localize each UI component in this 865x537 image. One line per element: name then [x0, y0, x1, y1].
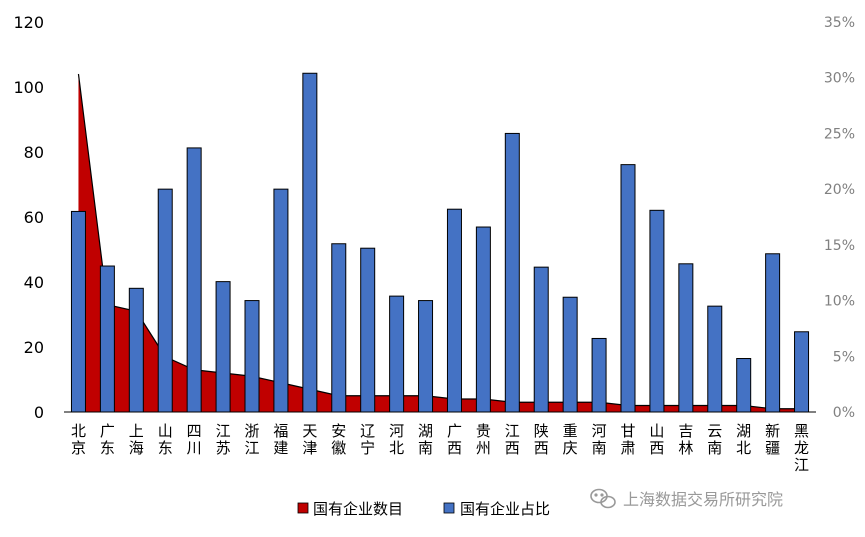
bar: [302, 72, 318, 413]
bar: [736, 358, 752, 413]
right-tick-label: 15%: [824, 238, 855, 254]
category-label: 广西: [447, 422, 462, 457]
category-label: 湖南: [418, 422, 433, 457]
category-label: 湖北: [736, 422, 751, 457]
category-label: 浙江: [244, 422, 259, 457]
category-label: 重庆: [563, 422, 578, 457]
right-tick-label: 35%: [824, 15, 855, 31]
category-label: 上海: [129, 422, 144, 457]
right-tick-label: 25%: [824, 126, 855, 142]
category-label: 云南: [707, 422, 722, 457]
category-label: 陕西: [534, 422, 549, 457]
bar: [533, 266, 549, 413]
legend-swatch-bar: [443, 502, 455, 514]
category-label: 江西: [505, 422, 520, 457]
right-tick-label: 10%: [824, 294, 855, 310]
category-label: 山西: [649, 422, 664, 457]
right-tick-label: 5%: [833, 349, 855, 365]
category-label: 贵州: [476, 422, 491, 457]
bar: [128, 287, 144, 413]
category-labels: 北京广东上海山东四川江苏浙江福建天津安徽辽宁河北湖南广西贵州江西陕西重庆河南甘肃…: [71, 422, 809, 474]
bar: [186, 147, 202, 413]
bar: [215, 281, 231, 413]
bar: [794, 331, 810, 413]
left-axis-ticks: 0 20 40 60 80 100 120: [13, 13, 44, 422]
bar: [360, 247, 376, 413]
watermark-text: 上海数据交易所研究院: [623, 490, 783, 509]
bar: [418, 300, 434, 413]
bar-series: [70, 72, 810, 413]
left-tick-label: 40: [24, 273, 44, 292]
legend-swatch-area: [297, 502, 309, 514]
left-tick-label: 100: [13, 78, 44, 97]
bar: [157, 188, 173, 413]
bar: [562, 296, 578, 413]
legend-item-area: 国有企业数目: [297, 500, 403, 518]
category-label: 河南: [592, 422, 607, 457]
category-label: 山东: [158, 422, 173, 457]
category-label: 广东: [100, 422, 115, 457]
left-tick-label: 0: [34, 403, 44, 422]
bar: [475, 226, 491, 413]
bar: [504, 132, 520, 413]
bar: [620, 164, 636, 413]
legend-label-bar: 国有企业占比: [460, 500, 550, 518]
category-label: 福建: [273, 422, 288, 457]
category-label: 甘肃: [620, 422, 635, 457]
bar: [765, 253, 781, 413]
category-label: 黑龙江: [794, 422, 809, 474]
left-tick-label: 80: [24, 143, 44, 162]
category-label: 北京: [71, 422, 86, 457]
bar: [591, 337, 607, 413]
bar: [446, 208, 462, 413]
legend: 国有企业数目 国有企业占比: [297, 500, 550, 518]
bar: [273, 188, 289, 413]
right-tick-label: 0%: [833, 405, 855, 421]
area-fill: [78, 74, 802, 412]
legend-label-area: 国有企业数目: [313, 500, 403, 518]
category-label: 安徽: [331, 422, 346, 457]
category-label: 吉林: [678, 422, 693, 457]
left-tick-label: 20: [24, 338, 44, 357]
left-tick-label: 120: [13, 13, 44, 32]
bar: [707, 305, 723, 413]
legend-item-bar: 国有企业占比: [443, 500, 550, 518]
bar: [678, 263, 694, 413]
bar: [99, 265, 115, 413]
right-tick-label: 20%: [824, 182, 855, 198]
category-label: 四川: [187, 422, 202, 457]
category-label: 江苏: [216, 422, 231, 457]
category-label: 新疆: [765, 422, 780, 457]
bar: [389, 295, 405, 413]
bar: [244, 300, 260, 413]
category-label: 天津: [302, 422, 317, 457]
bar: [649, 209, 665, 413]
wechat-icon: [590, 488, 616, 509]
right-axis-ticks: 0% 5% 10% 15% 20% 25% 30% 35%: [824, 15, 855, 421]
right-tick-label: 30%: [824, 71, 855, 87]
watermark: 上海数据交易所研究院: [590, 488, 783, 509]
category-label: 河北: [389, 422, 404, 457]
bar: [70, 210, 86, 413]
left-tick-label: 60: [24, 208, 44, 227]
bar: [331, 243, 347, 413]
category-label: 辽宁: [360, 422, 375, 457]
